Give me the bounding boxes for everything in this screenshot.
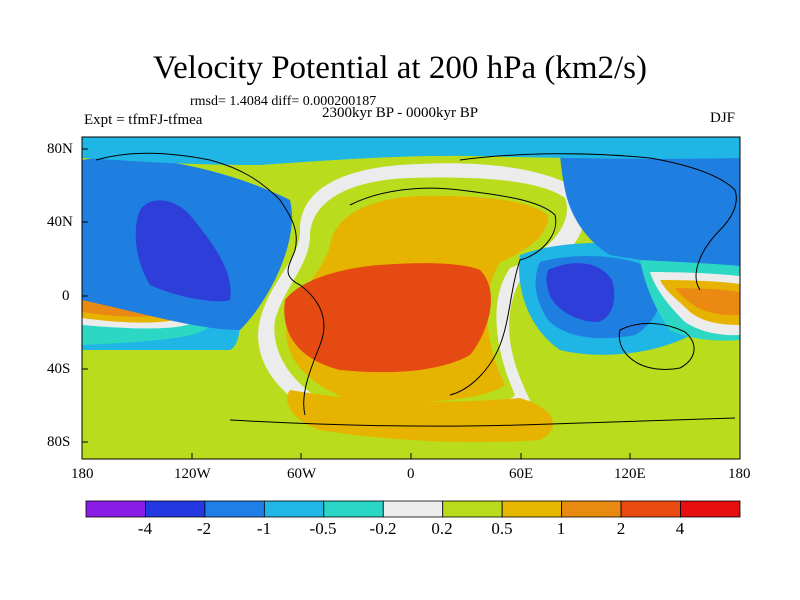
contour-indian-ocean-dark-blue — [546, 263, 615, 322]
experiment-label: Expt = tfmFJ-tfmea — [84, 112, 203, 128]
colorbar-swatch — [680, 500, 741, 518]
colorbar-label: 1 — [556, 519, 566, 538]
lon-label-180: 180 — [71, 466, 94, 482]
stats-text: rmsd= 1.4084 diff= 0.000200187 — [190, 94, 377, 109]
colorbar-label: 0.5 — [491, 519, 513, 538]
axis-ticks — [81, 148, 741, 459]
colorbar-label: -1 — [256, 519, 272, 538]
contour-northern-strip — [82, 137, 740, 165]
eurasia-coast — [459, 153, 737, 291]
colorbar-swatch — [382, 500, 444, 518]
lon-label-180-east: 180 — [728, 466, 751, 482]
lat-label-80N: 80N — [47, 141, 73, 157]
colorbar-swatch — [561, 500, 622, 518]
americas-coast — [95, 152, 325, 416]
lon-label-120W: 120W — [174, 466, 211, 482]
colorbar-swatch — [620, 500, 681, 518]
lon-label-0: 0 — [407, 466, 415, 482]
lon-label-120E: 120E — [614, 466, 646, 482]
colorbar-swatch — [442, 500, 503, 518]
africa-coast — [349, 187, 557, 396]
lat-label-0: 0 — [62, 288, 70, 304]
contour-southern-orange — [287, 390, 554, 442]
contour-field — [82, 137, 740, 459]
coastlines — [95, 152, 737, 427]
colorbar-swatch — [85, 500, 146, 518]
lat-label-40S: 40S — [47, 361, 71, 377]
map-title: Velocity Potential at 200 hPa (km2/s) — [152, 50, 648, 86]
colorbar — [85, 500, 741, 518]
contour-east-asia-blue — [560, 145, 740, 270]
colorbar-label: 4 — [675, 519, 685, 538]
australia-coast — [618, 322, 695, 370]
period-label: 2300kyr BP - 0000kyr BP — [322, 105, 479, 121]
contour-east-pacific-orange — [675, 288, 740, 316]
colorbar-swatch — [263, 500, 325, 518]
antarctica-coast — [229, 417, 736, 427]
colorbar-label: -2 — [196, 519, 212, 538]
lon-label-60W: 60W — [287, 466, 317, 482]
colorbar-swatch — [204, 500, 265, 518]
lon-label-60E: 60E — [509, 466, 534, 482]
contour-north-pacific-dark-blue — [135, 200, 231, 302]
colorbar-label: -0.5 — [309, 519, 337, 538]
colorbar-swatch — [323, 500, 384, 518]
colorbar-label: 0.2 — [431, 519, 453, 538]
colorbar-swatch — [145, 500, 206, 518]
colorbar-label: -0.2 — [369, 519, 397, 538]
colorbar-label: -4 — [137, 519, 153, 538]
colorbar-swatch — [501, 500, 563, 518]
contour-strong-positive-core — [284, 263, 491, 373]
lat-label-40N: 40N — [47, 214, 73, 230]
season-label: DJF — [710, 110, 736, 126]
colorbar-label: 2 — [616, 519, 626, 538]
lat-label-80S: 80S — [47, 434, 71, 450]
